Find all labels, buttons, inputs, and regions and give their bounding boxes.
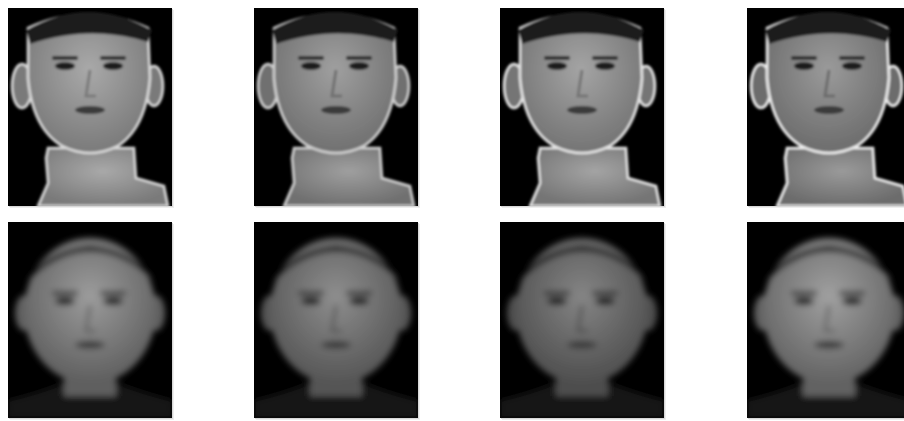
face-image-row1-col2 (254, 8, 418, 206)
face-drawing (254, 8, 418, 206)
face-image-row2-col3 (500, 222, 664, 418)
face-drawing (500, 8, 664, 206)
face-image-row2-col2 (254, 222, 418, 418)
face-drawing (747, 8, 904, 206)
face-drawing (747, 222, 904, 418)
face-image-row2-col1 (8, 222, 172, 418)
face-drawing (254, 222, 418, 418)
face-drawing (8, 222, 172, 418)
face-image-row1-col3 (500, 8, 664, 206)
face-drawing (500, 222, 664, 418)
face-image-row1-col4 (747, 8, 904, 206)
face-image-row1-col1 (8, 8, 172, 206)
face-drawing (8, 8, 172, 206)
face-image-row2-col4 (747, 222, 904, 418)
